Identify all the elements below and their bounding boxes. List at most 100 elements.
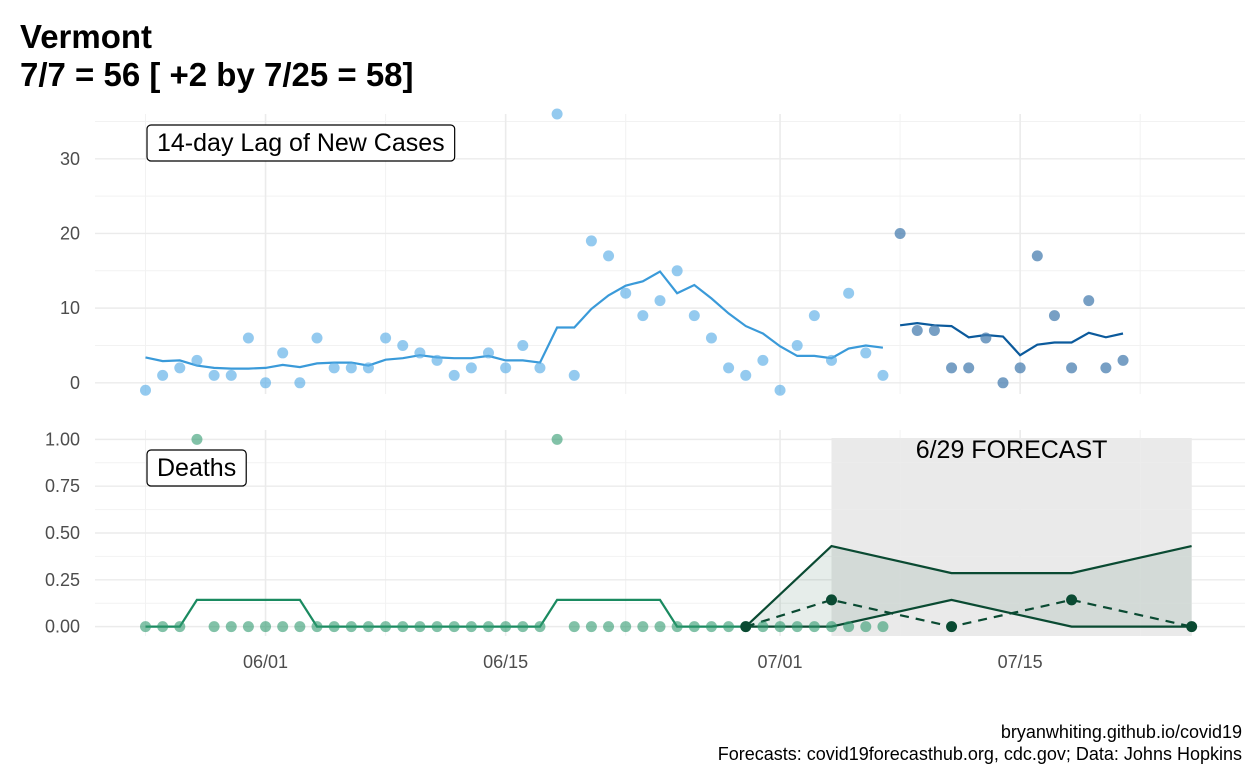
y-tick-label: 0	[70, 373, 80, 393]
deaths-point	[534, 621, 546, 633]
cases-rolling-mean-line	[145, 270, 884, 370]
deaths-point	[723, 621, 735, 633]
deaths-point	[448, 621, 460, 633]
y-tick-label: 30	[60, 149, 80, 169]
cases-recent-rolling-mean-line	[899, 321, 1124, 357]
cases-point	[791, 339, 803, 351]
cases-point	[311, 332, 323, 344]
deaths-panel-label	[146, 449, 247, 487]
cases-point	[637, 310, 649, 322]
cases-point	[740, 369, 752, 381]
forecast-point	[740, 621, 752, 633]
x-axis: 06/01 06/15 07/01 07/15	[243, 652, 1043, 672]
cases-point	[260, 377, 272, 389]
cases-recent-point	[1117, 354, 1129, 366]
cases-panel-label-text: 14-day Lag of New Cases	[157, 129, 445, 157]
cases-point	[723, 362, 735, 374]
y-tick-label: 0.00	[45, 617, 80, 637]
forecast-point	[946, 621, 958, 633]
deaths-point	[654, 621, 666, 633]
cases-point	[654, 295, 666, 307]
cases-point	[774, 384, 786, 396]
deaths-point	[191, 433, 203, 445]
cases-point	[757, 354, 769, 366]
caption-credits: Forecasts: covid19forecasthub.org, cdc.g…	[717, 744, 1242, 764]
cases-point	[671, 265, 683, 277]
deaths-point	[414, 621, 426, 633]
cases-point	[483, 347, 494, 359]
cases-point	[242, 332, 254, 344]
cases-point	[705, 332, 717, 344]
deaths-point	[157, 621, 169, 633]
deaths-point	[242, 621, 254, 633]
deaths-point	[585, 621, 597, 633]
cases-point	[568, 369, 580, 381]
cases-recent-point	[1014, 362, 1026, 374]
cases-recent-point	[1048, 310, 1060, 322]
cases-point	[208, 369, 220, 381]
x-tick-label: 07/01	[758, 652, 803, 672]
deaths-point	[551, 433, 563, 445]
cases-point	[380, 332, 392, 344]
y-tick-label: 0.75	[45, 476, 80, 496]
deaths-point	[328, 621, 340, 633]
cases-point	[140, 384, 151, 396]
forecast-upper-line	[745, 544, 1192, 628]
deaths-point	[517, 621, 529, 633]
cases-recent-point	[928, 325, 940, 337]
deaths-point	[260, 621, 272, 633]
y-tick-label: 20	[60, 223, 80, 243]
cases-point	[534, 362, 546, 374]
deaths-point	[808, 621, 820, 633]
chart-title-line1: Vermont	[20, 18, 153, 55]
cases-point	[431, 354, 443, 366]
cases-point	[500, 362, 512, 374]
forecast-point	[1066, 594, 1078, 606]
deaths-point	[671, 621, 683, 633]
deaths-point	[362, 621, 374, 633]
deaths-point	[140, 621, 151, 633]
x-tick-label: 06/01	[243, 652, 288, 672]
cases-recent-point	[911, 325, 923, 337]
cases-point	[877, 369, 889, 381]
deaths-point	[380, 621, 392, 633]
deaths-point	[877, 621, 889, 633]
deaths-point	[483, 621, 494, 633]
cases-recent-point	[980, 332, 992, 344]
forecast-point	[826, 594, 837, 606]
deaths-point	[174, 621, 186, 633]
deaths-point	[826, 621, 837, 633]
y-tick-label: 0.50	[45, 523, 80, 543]
deaths-point	[397, 621, 409, 633]
deaths-point	[294, 621, 306, 633]
deaths-point	[774, 621, 786, 633]
cases-recent-point	[894, 227, 906, 239]
cases-point	[157, 369, 169, 381]
forecast-lower-line	[745, 598, 1192, 628]
cases-point	[225, 369, 237, 381]
cases-recent-point	[997, 377, 1009, 389]
cases-recent-point	[963, 362, 975, 374]
deaths-point	[603, 621, 615, 633]
y-tick-label: 10	[60, 298, 80, 318]
deaths-point	[620, 621, 632, 633]
deaths-point	[843, 621, 855, 633]
cases-point	[328, 362, 340, 374]
cases-recent-point	[1100, 362, 1112, 374]
cases-point	[397, 339, 409, 351]
deaths-panel: 0.00 0.25 0.50 0.75 1.00 6/29 FORECAST Deaths	[45, 429, 1245, 637]
chart-title: Vermont 7/7 = 56 [ +2 by 7/25 = 58]	[20, 18, 414, 94]
cases-point	[362, 362, 374, 374]
cases-panel: 0 10 20 30 14-day Lag of New Cases	[60, 108, 1245, 396]
deaths-point	[791, 621, 803, 633]
cases-point	[843, 287, 855, 299]
cases-recent-point	[1031, 250, 1043, 262]
cases-recent-point	[946, 362, 958, 374]
x-tick-label: 07/15	[998, 652, 1043, 672]
forecast-window-overlay	[831, 438, 1192, 636]
cases-point	[517, 339, 529, 351]
x-tick-label: 06/15	[483, 652, 528, 672]
cases-point	[345, 362, 357, 374]
deaths-point	[345, 621, 357, 633]
